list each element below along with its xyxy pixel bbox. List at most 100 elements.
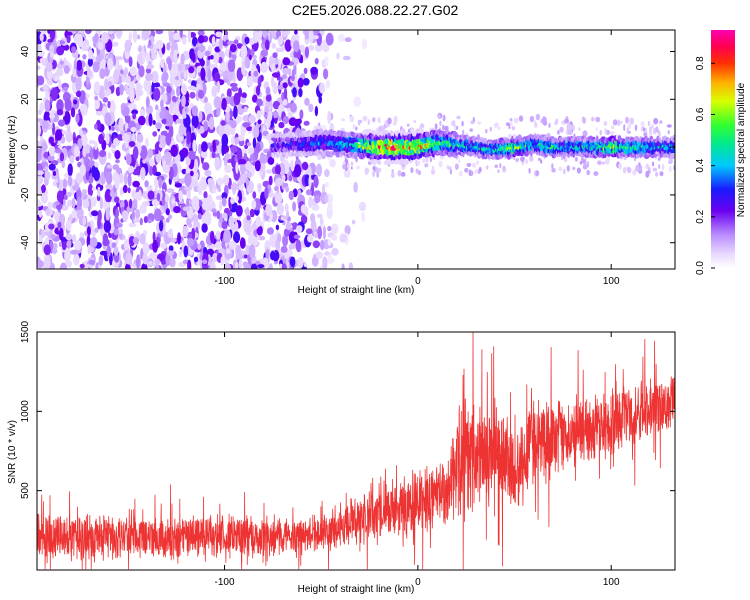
heatmap-cell [304,97,310,106]
heatmap-cell [450,121,456,126]
heatmap-cell [82,198,90,209]
heatmap-cell [281,74,287,80]
heatmap-cell [230,197,235,205]
heatmap-cell [256,98,263,107]
heatmap-cell [304,31,309,40]
heatmap-cell [173,32,181,41]
heatmap-cell [287,216,291,222]
heatmap-cell [557,130,560,135]
heatmap-cell [113,253,120,263]
heatmap-cell [327,238,332,246]
heatmap-cell [256,225,263,236]
heatmap-cell [72,185,77,190]
heatmap-cell [367,119,370,126]
heatmap-cell [159,110,165,120]
heatmap-cell [285,186,289,193]
heatmap-cell [124,172,128,186]
heatmap-cell [74,240,82,251]
heatmap-cell [629,117,635,125]
heatmap-cell [274,193,283,204]
heatmap-cell [136,133,144,144]
heatmap-cell [254,34,259,40]
heatmap-cell [124,263,131,269]
heatmap-cell [659,171,664,177]
heatmap-cell [535,113,541,121]
heatmap-cell [271,72,280,78]
heatmap-cell [241,62,246,76]
heatmap-cell [87,244,91,254]
heatmap-cell [179,249,183,258]
heatmap-cell [302,78,310,86]
heatmap-cell [578,127,581,132]
heatmap-cell [110,101,116,113]
heatmap-cell [50,52,55,58]
heatmap-cell [206,194,213,205]
heatmap-cell [343,168,351,178]
heatmap-cell [245,244,250,254]
heatmap-cell [99,250,108,256]
heatmap-cell [293,234,301,239]
heatmap-cell [511,126,515,131]
heatmap-cell [88,139,96,145]
heatmap-cell [158,143,164,148]
heatmap-cell [132,146,139,160]
heatmap-cell [640,121,645,128]
heatmap-cell [52,171,57,176]
heatmap-cell [142,241,149,255]
heatmap-cell [233,105,238,119]
heatmap-cell [160,58,165,69]
heatmap-cell [424,163,429,168]
heatmap-cell [79,164,87,177]
heatmap-cell [102,233,109,245]
heatmap-cell [258,235,266,241]
heatmap-cell [245,177,250,187]
heatmap-cell [609,131,615,135]
colorbar: 0.00.20.40.60.8 Normalized spectral ampl… [695,30,747,275]
heatmap-cell [73,99,78,105]
heatmap-cell [214,156,221,171]
heatmap-cell [387,117,392,125]
heatmap-cell [246,171,252,179]
heatmap-cell [67,175,73,187]
heatmap-cell [478,166,482,173]
heatmap-cell [152,120,156,125]
heatmap-cell [238,134,245,142]
heatmap-cell [101,32,109,44]
heatmap-cell [181,85,187,92]
heatmap-cell [472,162,476,168]
heatmap-cell [339,233,348,243]
heatmap-cell [271,63,276,73]
heatmap-cell [166,188,175,194]
heatmap-cell [295,239,302,253]
heatmap-cell [91,196,97,207]
heatmap-cell [372,165,376,171]
heatmap-cell [105,183,113,190]
heatmap-cell [293,40,300,53]
heatmap-cell [141,263,148,269]
heatmap-cell [66,219,72,231]
heatmap-cell [70,249,78,255]
heatmap-cell [94,227,99,233]
heatmap-cell [197,181,203,195]
heatmap-cell [98,149,107,158]
heatmap-cell [288,174,293,182]
heatmap-cell [248,115,256,124]
heatmap-cell [143,78,152,92]
heatmap-cell [314,105,319,117]
heatmap-cell [56,68,64,77]
heatmap-cell [115,30,123,39]
heatmap-cell [308,44,315,51]
heatmap-cell [229,82,238,88]
heatmap-cell [51,122,56,136]
heatmap-cell [37,140,42,150]
heatmap-cell [265,169,273,174]
heatmap-cell [349,115,355,123]
heatmap-cell [158,220,164,232]
heatmap-cell [597,160,602,165]
heatmap-cell [152,231,156,243]
heatmap-cell [107,58,114,71]
heatmap-cell [283,87,288,101]
heatmap-cell [87,183,94,197]
heatmap-cell [271,76,275,88]
heatmap-cell [197,89,205,99]
